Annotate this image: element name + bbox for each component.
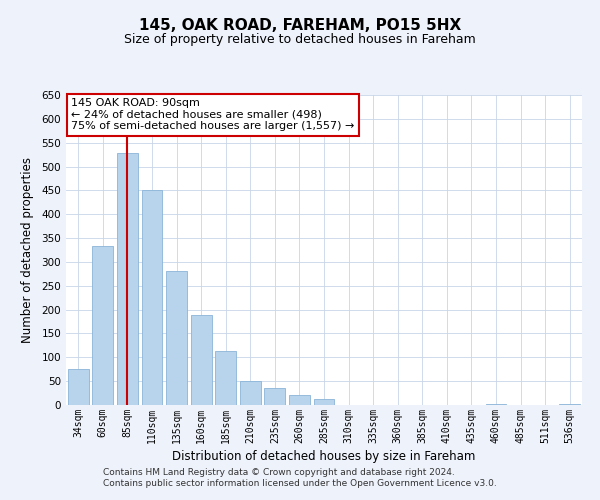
Bar: [265, 388, 286, 405]
Bar: [314, 399, 334, 405]
X-axis label: Distribution of detached houses by size in Fareham: Distribution of detached houses by size …: [172, 450, 476, 463]
Bar: [289, 396, 310, 405]
Bar: [215, 351, 236, 405]
Bar: [485, 404, 506, 405]
Text: Size of property relative to detached houses in Fareham: Size of property relative to detached ho…: [124, 32, 476, 46]
Text: 145, OAK ROAD, FAREHAM, PO15 5HX: 145, OAK ROAD, FAREHAM, PO15 5HX: [139, 18, 461, 32]
Text: Contains HM Land Registry data © Crown copyright and database right 2024.
Contai: Contains HM Land Registry data © Crown c…: [103, 468, 497, 487]
Bar: [166, 272, 187, 405]
Bar: [117, 153, 138, 405]
Bar: [142, 190, 163, 405]
Bar: [92, 246, 113, 405]
Bar: [191, 316, 212, 405]
Y-axis label: Number of detached properties: Number of detached properties: [22, 157, 34, 343]
Bar: [68, 369, 89, 405]
Text: 145 OAK ROAD: 90sqm
← 24% of detached houses are smaller (498)
75% of semi-detac: 145 OAK ROAD: 90sqm ← 24% of detached ho…: [71, 98, 355, 132]
Bar: [240, 381, 261, 405]
Bar: [559, 404, 580, 405]
